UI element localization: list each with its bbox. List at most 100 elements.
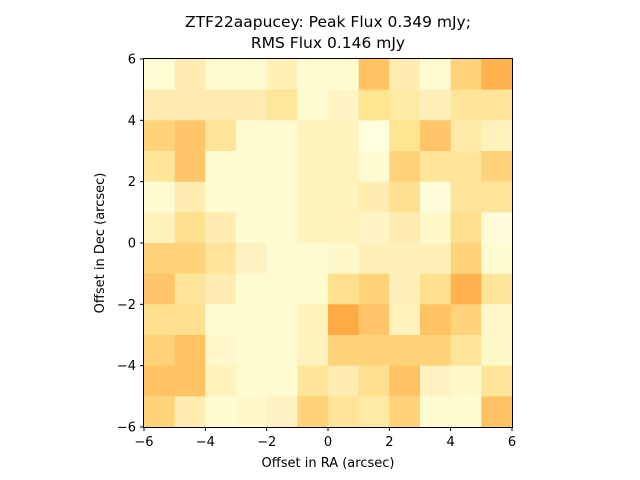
heatmap-cell — [236, 120, 268, 152]
heatmap-cell — [297, 212, 329, 244]
heatmap-cell — [205, 212, 237, 244]
heatmap-cell — [297, 181, 329, 213]
heatmap-cell — [297, 396, 329, 428]
x-axis-label: Offset in RA (arcsec) — [262, 456, 395, 471]
heatmap-cell — [420, 59, 452, 91]
heatmap-cell — [481, 89, 513, 121]
heatmap-cell — [174, 273, 206, 305]
heatmap-cell — [481, 273, 513, 305]
heatmap-cell — [205, 89, 237, 121]
heatmap-cell — [297, 365, 329, 397]
heatmap-cell — [266, 59, 298, 91]
heatmap-cell — [328, 151, 360, 183]
heatmap-cell — [266, 304, 298, 336]
heatmap-cell — [450, 304, 482, 336]
heatmap-cell — [266, 396, 298, 428]
heatmap-cell — [358, 120, 390, 152]
heatmap-cell — [236, 89, 268, 121]
y-tick-label: −6 — [117, 421, 136, 436]
heatmap-cell — [205, 59, 237, 91]
heatmap-cell — [174, 243, 206, 275]
heatmap-cell — [144, 304, 176, 336]
heatmap-cell — [266, 243, 298, 275]
heatmap-cell — [450, 181, 482, 213]
heatmap-cell — [481, 304, 513, 336]
heatmap-cell — [144, 273, 176, 305]
heatmap-cell — [236, 396, 268, 428]
heatmap-cell — [328, 335, 360, 367]
heatmap-cell — [266, 273, 298, 305]
heatmap-cell — [328, 365, 360, 397]
heatmap-cell — [389, 304, 421, 336]
heatmap-cell — [174, 181, 206, 213]
heatmap-cell — [358, 335, 390, 367]
heatmap-cell — [420, 304, 452, 336]
heatmap-cell — [174, 212, 206, 244]
x-tick-label: 4 — [447, 435, 455, 450]
heatmap-cell — [236, 335, 268, 367]
heatmap-cell — [450, 59, 482, 91]
heatmap-cell — [358, 365, 390, 397]
heatmap-cell — [297, 59, 329, 91]
heatmap-cell — [328, 89, 360, 121]
heatmap-cell — [266, 120, 298, 152]
heatmap-cell — [358, 181, 390, 213]
x-tick-label: −2 — [257, 435, 276, 450]
y-tick-label: 6 — [128, 53, 136, 68]
heatmap-cell — [205, 181, 237, 213]
heatmap-cell — [358, 151, 390, 183]
heatmap-cell — [450, 396, 482, 428]
heatmap-cell — [328, 396, 360, 428]
heatmap-cell — [205, 151, 237, 183]
heatmap-cell — [450, 273, 482, 305]
heatmap-cell — [174, 335, 206, 367]
heatmap-cell — [420, 243, 452, 275]
heatmap-cell — [174, 151, 206, 183]
heatmap-cell — [266, 212, 298, 244]
heatmap-cell — [358, 273, 390, 305]
heatmap-cell — [328, 243, 360, 275]
heatmap-cell — [236, 212, 268, 244]
x-tick-label: −4 — [196, 435, 215, 450]
heatmap-cell — [389, 396, 421, 428]
heatmap-cell — [481, 181, 513, 213]
heatmap-cell — [266, 365, 298, 397]
heatmap-cell — [481, 365, 513, 397]
chart-title-line-2: RMS Flux 0.146 mJy — [251, 34, 405, 52]
heatmap-cell — [389, 181, 421, 213]
heatmap-cell — [205, 120, 237, 152]
heatmap-cell — [389, 89, 421, 121]
y-axis-ticks: −6 −4 −2 0 2 4 6 — [117, 53, 144, 436]
heatmap-cell — [450, 89, 482, 121]
heatmap-cell — [328, 59, 360, 91]
heatmap-cell — [174, 396, 206, 428]
heatmap-cell — [205, 365, 237, 397]
x-tick-label: 6 — [508, 435, 516, 450]
heatmap-cell — [297, 89, 329, 121]
heatmap-cell — [297, 151, 329, 183]
heatmap-cell — [389, 59, 421, 91]
x-tick-label: 2 — [385, 435, 393, 450]
heatmap-cell — [236, 59, 268, 91]
heatmap-cell — [420, 335, 452, 367]
heatmap-cell — [481, 396, 513, 428]
y-tick-label: 0 — [128, 237, 136, 252]
heatmap-cell — [358, 212, 390, 244]
heatmap-cell — [236, 151, 268, 183]
heatmap-cell — [266, 89, 298, 121]
heatmap-cell — [174, 59, 206, 91]
heatmap-cell — [450, 120, 482, 152]
heatmap-cell — [420, 181, 452, 213]
heatmap-cell — [297, 243, 329, 275]
heatmap-cell — [144, 120, 176, 152]
heatmap-cell — [420, 89, 452, 121]
heatmap-cell — [420, 151, 452, 183]
heatmap-cell — [481, 335, 513, 367]
y-tick-label: −2 — [117, 298, 136, 313]
heatmap-cell — [389, 365, 421, 397]
heatmap-cell — [144, 396, 176, 428]
heatmap-cell — [358, 243, 390, 275]
heatmap-cell — [266, 151, 298, 183]
heatmap-cell — [389, 243, 421, 275]
